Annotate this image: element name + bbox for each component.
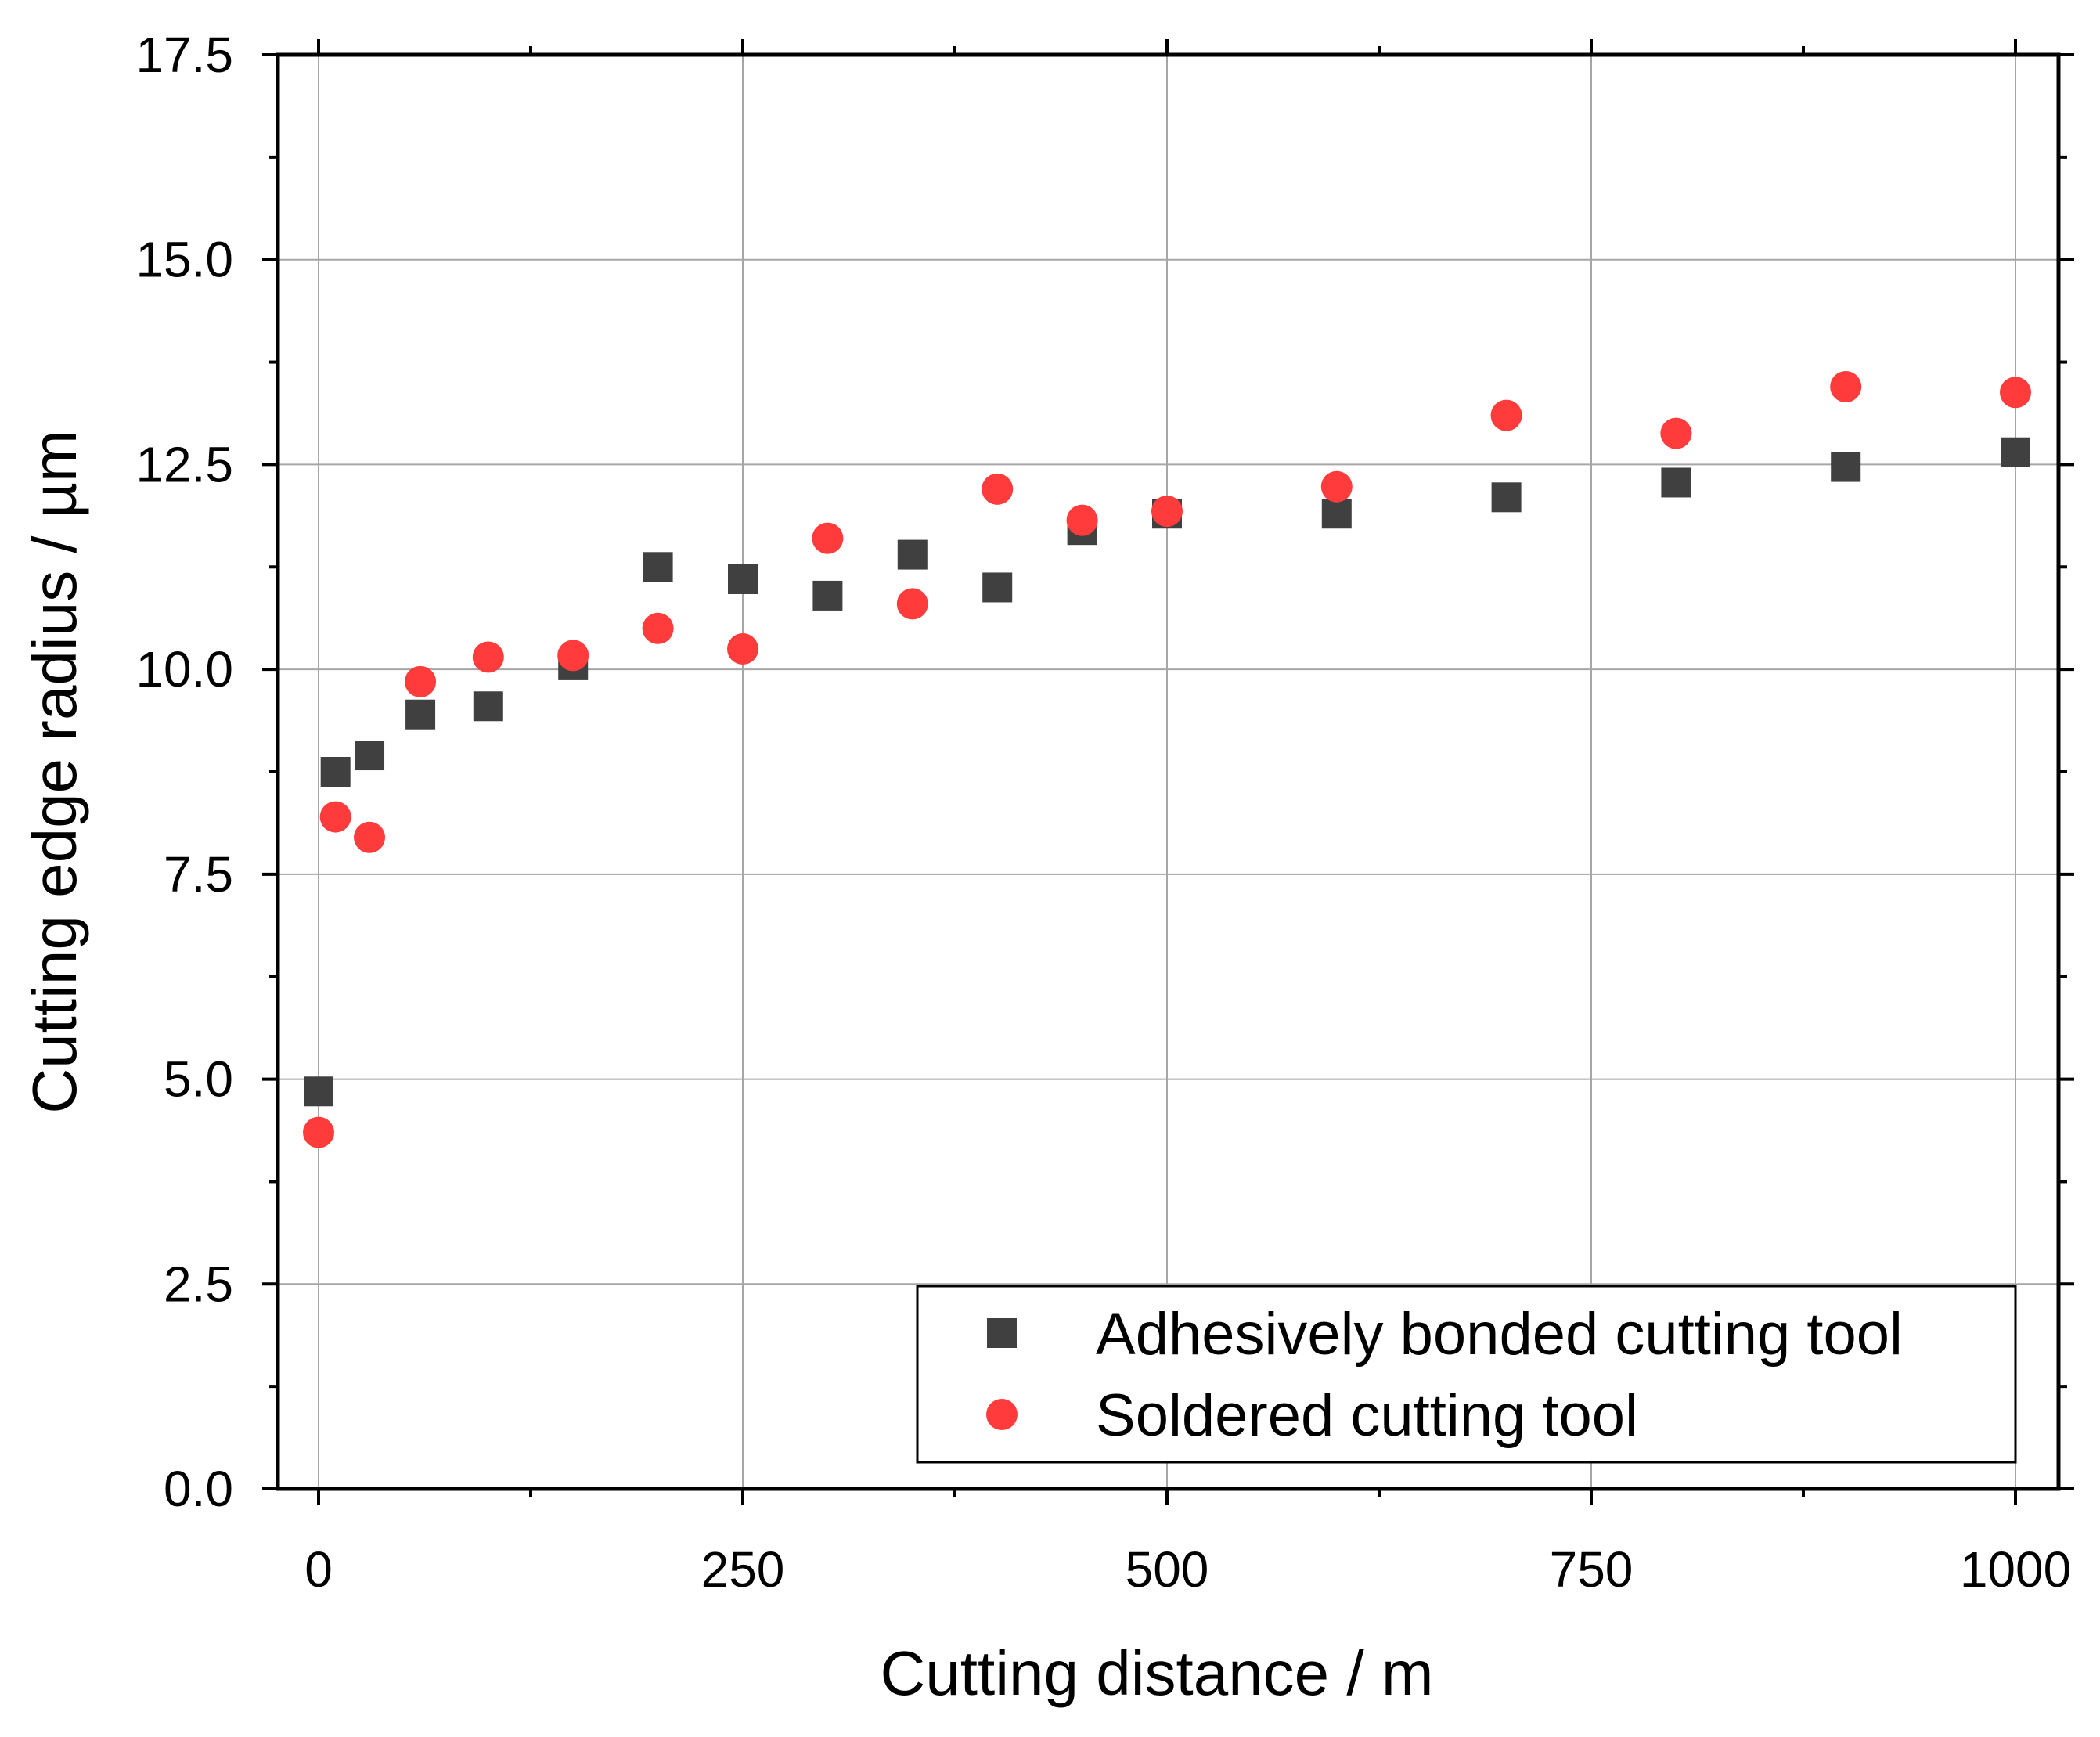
y-tick-label: 17.5 bbox=[135, 27, 233, 83]
soldered-tool-point bbox=[812, 522, 844, 554]
soldered-tool-point bbox=[303, 1116, 334, 1148]
bonded-tool-point bbox=[1491, 482, 1522, 513]
soldered-tool-point bbox=[405, 665, 437, 697]
tick-labels: 0 250 500 750 1000 0.0 2.5 5.0 7.5 10.0 12.5 15.0 17… bbox=[135, 27, 2071, 1598]
y-tick-label: 12.5 bbox=[135, 436, 233, 492]
soldered-tool-point bbox=[1320, 470, 1353, 503]
y-tick-label: 0.0 bbox=[164, 1461, 233, 1517]
x-tick-label: 250 bbox=[701, 1541, 785, 1598]
soldered-tool-point bbox=[557, 640, 589, 672]
soldered-tool-point bbox=[1151, 496, 1183, 528]
bonded-tool-point bbox=[473, 691, 503, 722]
grid-lines bbox=[278, 54, 2059, 1490]
x-tick-label: 750 bbox=[1550, 1541, 1634, 1598]
legend: Adhesively bonded cutting tool Soldered c… bbox=[916, 1285, 2017, 1464]
y-axis-title: Cutting edge radius / µm bbox=[20, 430, 89, 1113]
soldered-tool-point bbox=[1066, 504, 1098, 536]
y-tick-label: 7.5 bbox=[164, 846, 233, 903]
soldered-tool-point bbox=[982, 473, 1014, 505]
bonded-tool-point bbox=[897, 539, 928, 570]
soldered-tool-point bbox=[642, 612, 674, 644]
y-tick-label: 10.0 bbox=[135, 641, 233, 697]
y-tick-label: 5.0 bbox=[164, 1051, 233, 1108]
legend-label: Soldered cutting tool bbox=[1096, 1382, 1638, 1449]
legend-label: Adhesively bonded cutting tool bbox=[1096, 1301, 1903, 1368]
bonded-tool-point bbox=[1321, 499, 1352, 529]
x-axis-title: Cutting distance / m bbox=[881, 1638, 1434, 1708]
x-tick-label: 1000 bbox=[1960, 1541, 2071, 1598]
soldered-tool-point bbox=[2000, 377, 2031, 409]
data-points bbox=[303, 370, 2031, 1148]
soldered-tool-point bbox=[319, 801, 351, 833]
bonded-tool-point bbox=[355, 741, 385, 771]
bonded-tool-point bbox=[728, 564, 758, 594]
soldered-tool-point bbox=[1490, 399, 1522, 431]
bonded-tool-point bbox=[812, 580, 843, 611]
bonded-tool-point bbox=[405, 699, 436, 730]
bonded-tool-point bbox=[2001, 437, 2030, 467]
bonded-tool-point bbox=[304, 1076, 333, 1107]
y-tick-label: 2.5 bbox=[164, 1256, 233, 1312]
legend-circle-marker bbox=[986, 1399, 1018, 1430]
bonded-tool-point bbox=[643, 552, 673, 582]
soldered-tool-point bbox=[1660, 417, 1692, 449]
x-tick-label: 0 bbox=[304, 1541, 333, 1598]
x-tick-label: 500 bbox=[1126, 1541, 1209, 1598]
soldered-tool-point bbox=[354, 821, 386, 853]
y-tick-label: 15.0 bbox=[135, 232, 233, 288]
legend-box bbox=[916, 1285, 2017, 1464]
bonded-tool-point bbox=[1661, 467, 1691, 498]
bonded-tool-point bbox=[982, 572, 1013, 603]
soldered-tool-point bbox=[896, 588, 928, 620]
bonded-tool-point bbox=[320, 757, 351, 787]
soldered-tool-point bbox=[1830, 370, 1862, 402]
legend-square-marker bbox=[987, 1318, 1017, 1348]
soldered-tool-point bbox=[472, 641, 504, 673]
bonded-tool-point bbox=[1831, 452, 1861, 482]
plot-frame bbox=[276, 52, 2061, 1491]
soldered-tool-point bbox=[727, 632, 758, 665]
